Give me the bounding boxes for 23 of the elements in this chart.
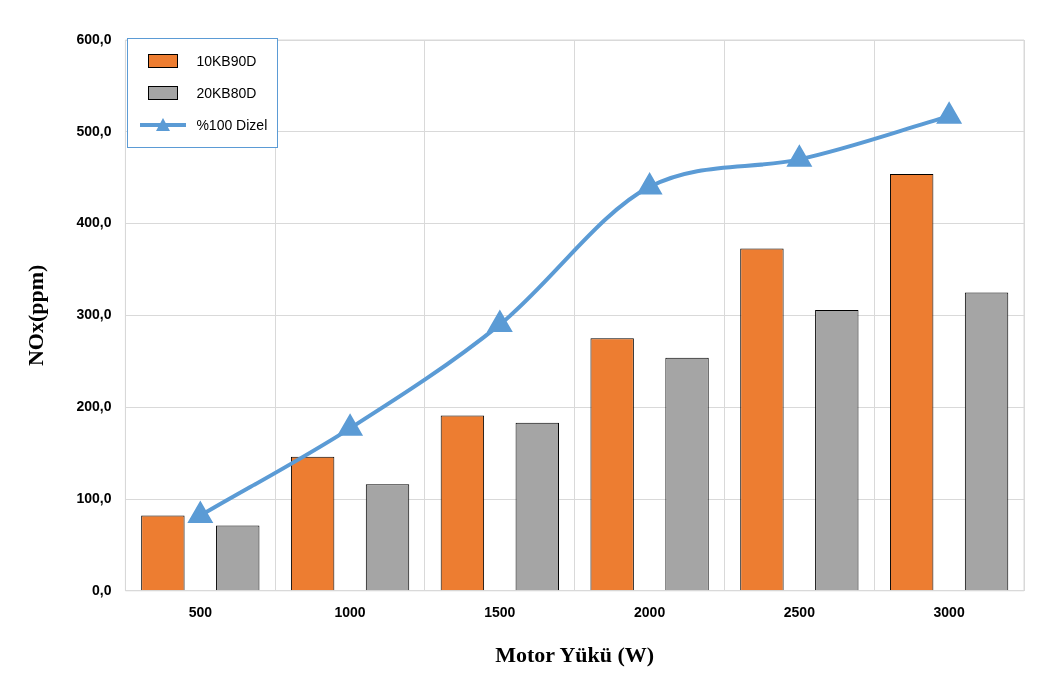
y-tick-label: 100,0: [76, 489, 112, 506]
x-tick-label: 500: [188, 604, 213, 621]
x-tick-label: 1500: [484, 604, 516, 621]
y-tick-label: 0,0: [91, 581, 112, 598]
point: [937, 103, 961, 124]
x-tick-label: 2500: [783, 604, 816, 621]
point: [338, 415, 362, 436]
x-tick-label: 2000: [634, 604, 666, 621]
y-tick-label: 200,0: [76, 398, 112, 415]
y-tick-label: 500,0: [76, 122, 112, 139]
point: [638, 173, 662, 195]
x-axis-title: Motor Yükü (W): [495, 642, 655, 668]
x-tick-label: 1000: [334, 604, 366, 621]
legend-label: %100 Dizel: [196, 117, 268, 133]
y-tick-label: 300,0: [76, 306, 112, 323]
y-tick-label: 600,0: [76, 30, 112, 47]
legend-label: 10KB90D: [196, 53, 257, 69]
y-axis-title: NOx(ppm): [22, 264, 48, 367]
legend-label: 20KB80D: [196, 85, 257, 101]
x-tick-label: 3000: [933, 604, 965, 621]
point: [787, 146, 811, 167]
y-tick-label: 400,0: [76, 214, 112, 231]
point: [487, 309, 513, 333]
